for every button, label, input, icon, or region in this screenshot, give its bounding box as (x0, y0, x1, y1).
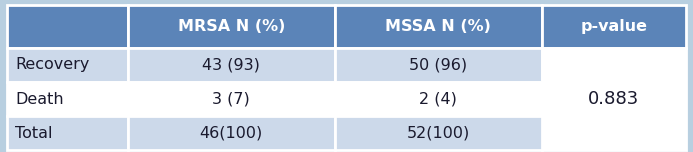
Text: Recovery: Recovery (15, 57, 89, 73)
Bar (128, 82, 335, 116)
Bar (128, 5, 335, 48)
Bar (335, 48, 542, 82)
Text: MSSA N (%): MSSA N (%) (385, 19, 491, 34)
Text: 0.883: 0.883 (588, 90, 640, 108)
Text: 43 (93): 43 (93) (202, 57, 261, 73)
Bar (335, 116, 542, 150)
Bar (542, 5, 686, 48)
Text: 46(100): 46(100) (200, 126, 263, 141)
Bar (7, 5, 128, 48)
Bar (7, 48, 128, 82)
Text: 2 (4): 2 (4) (419, 92, 457, 107)
Text: p-value: p-value (580, 19, 647, 34)
Bar (335, 5, 542, 48)
Bar (542, 48, 686, 150)
Text: Death: Death (15, 92, 64, 107)
Text: 50 (96): 50 (96) (409, 57, 467, 73)
Text: 3 (7): 3 (7) (213, 92, 250, 107)
Text: 52(100): 52(100) (407, 126, 470, 141)
Bar (128, 48, 335, 82)
Bar (335, 82, 542, 116)
Bar (128, 116, 335, 150)
Bar (7, 116, 128, 150)
Text: MRSA N (%): MRSA N (%) (177, 19, 285, 34)
Bar (7, 82, 128, 116)
Text: Total: Total (15, 126, 53, 141)
